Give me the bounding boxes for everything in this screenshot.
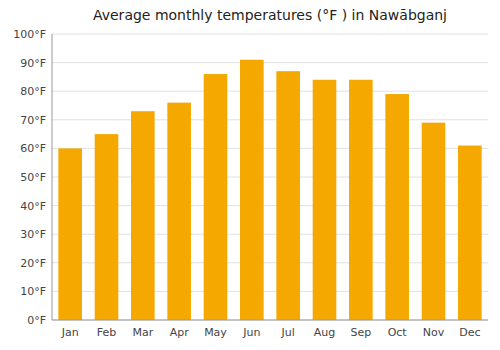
grid-line <box>52 320 488 321</box>
y-tick-label: 20°F <box>20 257 46 270</box>
grid-line <box>52 91 488 92</box>
x-tick-label: Feb <box>97 326 116 339</box>
y-tick-label: 80°F <box>20 85 46 98</box>
y-tick-label: 70°F <box>20 114 46 127</box>
x-tick-label: Jan <box>61 326 79 339</box>
title: Average monthly temperatures (°F ) in Na… <box>93 7 447 23</box>
y-tick-label: 50°F <box>20 171 46 184</box>
x-axis-line <box>52 320 488 321</box>
x-tick-label: Dec <box>459 326 480 339</box>
grid-line <box>52 34 488 35</box>
bar <box>422 123 446 320</box>
bar <box>385 94 409 320</box>
x-tick-label: Nov <box>423 326 445 339</box>
bar <box>204 74 228 320</box>
y-axis: 0°F 10°F 20°F 30°F 40°F 50°F 60°F 70°F 80°F 90°F 1… <box>13 28 46 327</box>
x-tick-label: May <box>204 326 227 339</box>
bar <box>58 148 82 320</box>
x-tick-label: Oct <box>388 326 408 339</box>
y-tick-label: 100°F <box>13 28 46 41</box>
bar <box>313 80 337 320</box>
chart: Average monthly temperatures (°F ) in Na… <box>0 0 500 350</box>
bar <box>95 134 119 320</box>
x-tick-label: Apr <box>170 326 190 339</box>
y-tick-label: 60°F <box>20 142 46 155</box>
y-tick-label: 0°F <box>27 314 46 327</box>
bars <box>58 60 481 320</box>
bar <box>167 103 191 320</box>
y-tick-label: 30°F <box>20 228 46 241</box>
y-axis-line <box>52 34 53 320</box>
grid <box>52 34 488 320</box>
y-tick-label: 40°F <box>20 200 46 213</box>
y-tick-label: 10°F <box>20 285 46 298</box>
x-axis: Jan Feb Mar Apr May Jun Jul Aug Sep Oct Nov Dec <box>61 326 481 339</box>
bar <box>276 71 300 320</box>
grid-line <box>52 119 488 120</box>
x-tick-label: Jul <box>281 326 295 339</box>
grid-line <box>52 62 488 63</box>
bar <box>131 111 155 320</box>
x-tick-label: Mar <box>132 326 153 339</box>
x-tick-label: Aug <box>314 326 335 339</box>
x-tick-label: Jun <box>242 326 260 339</box>
x-tick-label: Sep <box>350 326 371 339</box>
chart-container: Average monthly temperatures (°F ) in Na… <box>0 0 500 350</box>
bar <box>349 80 373 320</box>
bar <box>240 60 264 320</box>
bar <box>458 146 482 320</box>
y-tick-label: 90°F <box>20 57 46 70</box>
